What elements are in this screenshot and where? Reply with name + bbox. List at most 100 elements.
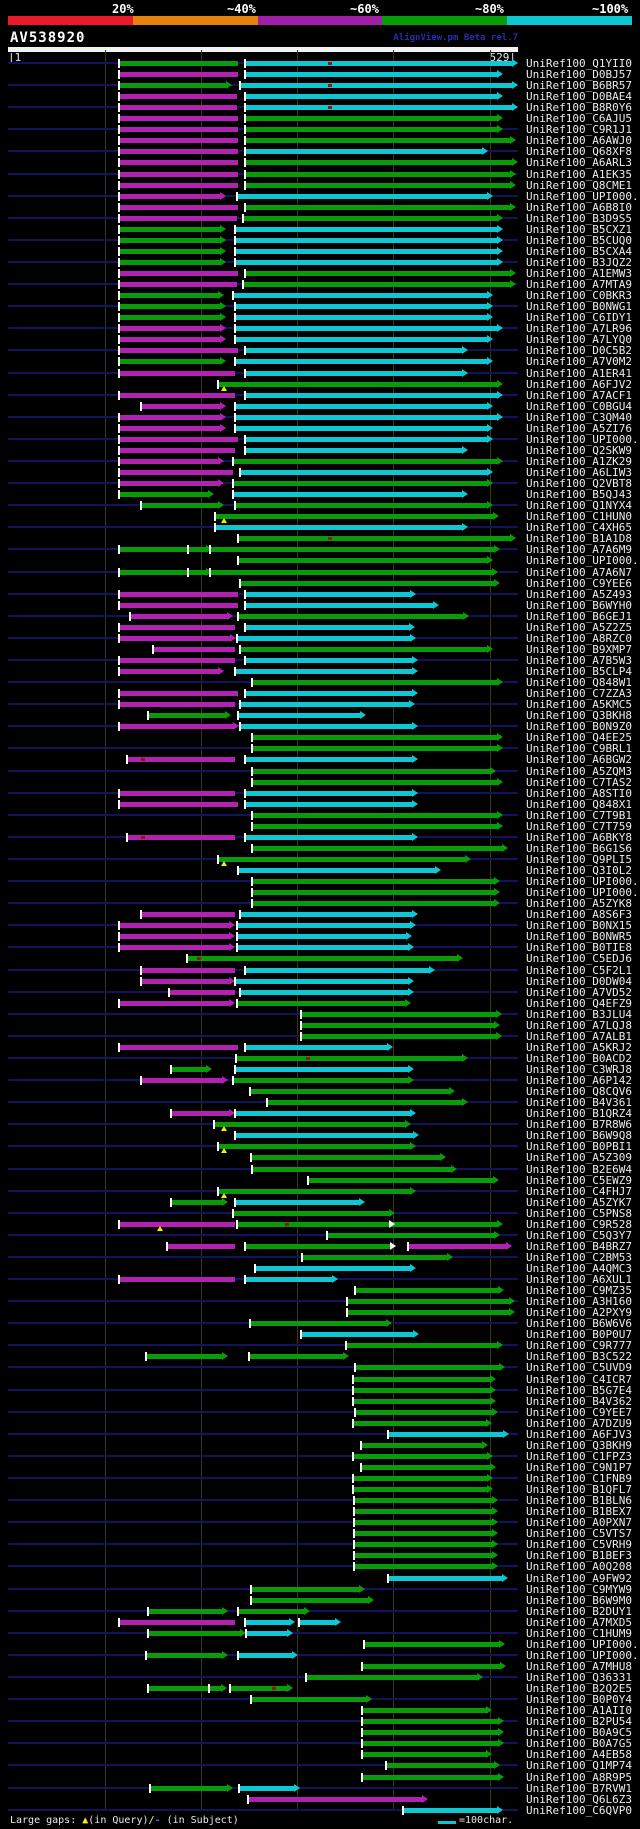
alignment-row[interactable]: UniRef100_C5EWZ9 <box>0 1175 640 1186</box>
alignment-row[interactable]: UniRef100_B3D9S5 <box>0 213 640 224</box>
hit-label[interactable]: UniRef100_C5VRH9 <box>526 1538 632 1551</box>
alignment-row[interactable]: UniRef100_Q848W1 <box>0 677 640 688</box>
alignment-row[interactable]: UniRef100_C9YEE6 <box>0 578 640 589</box>
alignment-row[interactable]: UniRef100_D0BJ57 <box>0 69 640 80</box>
hit-label[interactable]: UniRef100_C9MYW9 <box>526 1583 632 1596</box>
alignment-row[interactable]: UniRef100_C9MYW9 <box>0 1584 640 1595</box>
hit-label[interactable]: UniRef100_B7R8W6 <box>526 1118 632 1131</box>
alignment-row[interactable]: UniRef100_B4BRZ7 <box>0 1241 640 1252</box>
hit-label[interactable]: UniRef100_A7LYQ0 <box>526 333 632 346</box>
hit-label[interactable]: UniRef100_Q6L6Z3 <box>526 1793 632 1806</box>
hit-label[interactable]: UniRef100_Q8CQV6 <box>526 1085 632 1098</box>
alignment-row[interactable]: UniRef100_A5Z493 <box>0 589 640 600</box>
hit-label[interactable]: UniRef100_UPI000.. <box>526 875 640 888</box>
hit-label[interactable]: UniRef100_Q848X1 <box>526 798 632 811</box>
alignment-row[interactable]: UniRef100_B1BLN6 <box>0 1495 640 1506</box>
alignment-row[interactable]: UniRef100_C5Q3Y7 <box>0 1230 640 1241</box>
hit-label[interactable]: UniRef100_B6G1S6 <box>526 842 632 855</box>
hit-label[interactable]: UniRef100_A6ARL3 <box>526 156 632 169</box>
hit-label[interactable]: UniRef100_C9MZ35 <box>526 1284 632 1297</box>
alignment-row[interactable]: UniRef100_A2PXY9 <box>0 1307 640 1318</box>
hit-label[interactable]: UniRef100_B4BRZ7 <box>526 1240 632 1253</box>
alignment-row[interactable]: UniRef100_Q68XF8 <box>0 146 640 157</box>
alignment-row[interactable]: UniRef100_A6P142 <box>0 1075 640 1086</box>
alignment-row[interactable]: UniRef100_B5CXA4 <box>0 246 640 257</box>
alignment-row[interactable]: UniRef100_B4V361 <box>0 1097 640 1108</box>
hit-label[interactable]: UniRef100_B0N9Z0 <box>526 720 632 733</box>
alignment-row[interactable]: UniRef100_UPI000.. <box>0 887 640 898</box>
hit-label[interactable]: UniRef100_A1AII0 <box>526 1704 632 1717</box>
alignment-row[interactable]: UniRef100_A7A6N7 <box>0 567 640 578</box>
hit-label[interactable]: UniRef100_C5EWZ9 <box>526 1174 632 1187</box>
hit-label[interactable]: UniRef100_B5G7E4 <box>526 1384 632 1397</box>
alignment-row[interactable]: UniRef100_A8S6F3 <box>0 909 640 920</box>
hit-label[interactable]: UniRef100_B1BEF3 <box>526 1549 632 1562</box>
hit-label[interactable]: UniRef100_B1BLN6 <box>526 1494 632 1507</box>
alignment-row[interactable]: UniRef100_A1EMW3 <box>0 268 640 279</box>
hit-label[interactable]: UniRef100_C9YEE7 <box>526 1406 632 1419</box>
alignment-row[interactable]: UniRef100_A9FW92 <box>0 1573 640 1584</box>
hit-label[interactable]: UniRef100_B0TIE8 <box>526 941 632 954</box>
alignment-row[interactable]: UniRef100_C6AJU5 <box>0 113 640 124</box>
alignment-row[interactable]: UniRef100_B5CUQ0 <box>0 235 640 246</box>
hit-label[interactable]: UniRef100_B0P0Y4 <box>526 1693 632 1706</box>
hit-label[interactable]: UniRef100_B4V361 <box>526 1096 632 1109</box>
alignment-row[interactable]: UniRef100_C5F2L1 <box>0 965 640 976</box>
alignment-row[interactable]: UniRef100_A7ACF1 <box>0 390 640 401</box>
hit-label[interactable]: UniRef100_A6LIW3 <box>526 466 632 479</box>
alignment-row[interactable]: UniRef100_B6WYH0 <box>0 600 640 611</box>
alignment-row[interactable]: UniRef100_C1HUN0 <box>0 511 640 523</box>
hit-label[interactable]: UniRef100_A5ZYK8 <box>526 897 632 910</box>
hit-label[interactable]: UniRef100_Q3BKH8 <box>526 709 632 722</box>
hit-label[interactable]: UniRef100_C9YEE6 <box>526 577 632 590</box>
alignment-row[interactable]: UniRef100_B1A1D8 <box>0 533 640 544</box>
alignment-row[interactable]: UniRef100_C9YEE7 <box>0 1407 640 1418</box>
hit-label[interactable]: UniRef100_UPI000.. <box>526 886 640 899</box>
alignment-row[interactable]: UniRef100_Q3BKH8 <box>0 710 640 721</box>
hit-label[interactable]: UniRef100_B2E6W4 <box>526 1163 632 1176</box>
hit-label[interactable]: UniRef100_A5Z493 <box>526 588 632 601</box>
hit-label[interactable]: UniRef100_A7VD52 <box>526 986 632 999</box>
alignment-row[interactable]: UniRef100_B6W9Q8 <box>0 1130 640 1141</box>
hit-label[interactable]: UniRef100_B7RVW1 <box>526 1782 632 1795</box>
hit-label[interactable]: UniRef100_C4ICR7 <box>526 1373 632 1386</box>
alignment-row[interactable]: UniRef100_A1ZK29 <box>0 456 640 467</box>
alignment-row[interactable]: UniRef100_D0BAE4 <box>0 91 640 102</box>
alignment-row[interactable]: UniRef100_Q2SKW9 <box>0 445 640 456</box>
hit-label[interactable]: UniRef100_C5VTS7 <box>526 1527 632 1540</box>
hit-label[interactable]: UniRef100_B5CUQ0 <box>526 234 632 247</box>
hit-label[interactable]: UniRef100_C9R1J1 <box>526 123 632 136</box>
alignment-row[interactable]: UniRef100_C1HUM9 <box>0 1628 640 1639</box>
alignment-row[interactable]: UniRef100_A6FJV2 <box>0 379 640 391</box>
alignment-row[interactable]: UniRef100_A5KRJ2 <box>0 1042 640 1053</box>
hit-label[interactable]: UniRef100_C6AJU5 <box>526 112 632 125</box>
hit-label[interactable]: UniRef100_A7LR96 <box>526 322 632 335</box>
alignment-row[interactable]: UniRef100_A1EK35 <box>0 169 640 180</box>
alignment-row[interactable]: UniRef100_Q6L6Z3 <box>0 1794 640 1805</box>
alignment-row[interactable]: UniRef100_B0NWG1 <box>0 301 640 312</box>
hit-label[interactable]: UniRef100_C3QM40 <box>526 411 632 424</box>
alignment-row[interactable]: UniRef100_A8R9P5 <box>0 1772 640 1783</box>
hit-label[interactable]: UniRef100_B6WYH0 <box>526 599 632 612</box>
alignment-row[interactable]: UniRef100_A6BKY8 <box>0 832 640 843</box>
hit-label[interactable]: UniRef100_B8R0Y6 <box>526 101 632 114</box>
hit-label[interactable]: UniRef100_A5KRJ2 <box>526 1041 632 1054</box>
hit-label[interactable]: UniRef100_A1EMW3 <box>526 267 632 280</box>
hit-label[interactable]: UniRef100_Q8CME1 <box>526 179 632 192</box>
alignment-row[interactable]: UniRef100_B4V362 <box>0 1396 640 1407</box>
alignment-row[interactable]: UniRef100_B5QJ43 <box>0 489 640 500</box>
hit-label[interactable]: UniRef100_C5EDJ6 <box>526 952 632 965</box>
alignment-row[interactable]: UniRef100_UPI000.. <box>0 555 640 566</box>
hit-label[interactable]: UniRef100_Q68XF8 <box>526 145 632 158</box>
alignment-row[interactable]: UniRef100_B2DUY1 <box>0 1606 640 1617</box>
hit-label[interactable]: UniRef100_B6BR57 <box>526 79 632 92</box>
hit-label[interactable]: UniRef100_B3D9S5 <box>526 212 632 225</box>
hit-label[interactable]: UniRef100_C6QVP0 <box>526 1804 632 1817</box>
alignment-row[interactable]: UniRef100_A7ALB1 <box>0 1031 640 1042</box>
hit-label[interactable]: UniRef100_A6XUL1 <box>526 1273 632 1286</box>
alignment-row[interactable]: UniRef100_B6W9M0 <box>0 1595 640 1606</box>
alignment-row[interactable]: UniRef100_B0P0Y4 <box>0 1694 640 1705</box>
alignment-row[interactable]: UniRef100_C3WRJ8 <box>0 1064 640 1075</box>
alignment-row[interactable]: UniRef100_Q8CQV6 <box>0 1086 640 1097</box>
alignment-row[interactable]: UniRef100_B8R0Y6 <box>0 102 640 113</box>
